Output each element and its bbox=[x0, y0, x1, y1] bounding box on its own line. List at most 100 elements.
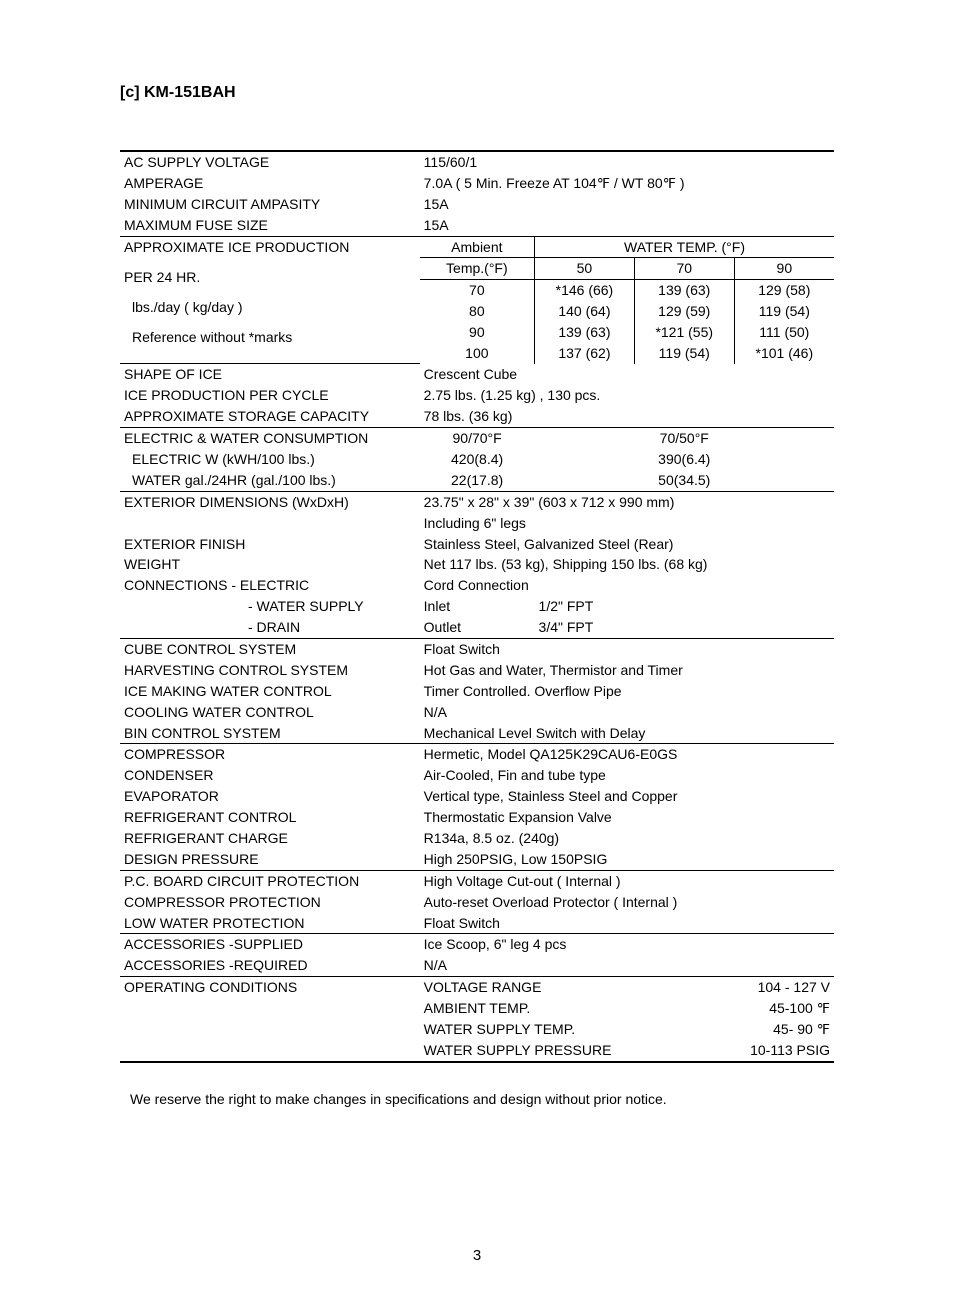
label-dims: EXTERIOR DIMENSIONS (WxDxH) bbox=[120, 491, 420, 512]
ice-at-70: 70 bbox=[420, 280, 535, 301]
ice-col-90: 90 bbox=[734, 258, 834, 280]
label-refmarks: Reference without *marks bbox=[120, 327, 420, 357]
value-bin: Mechanical Level Switch with Delay bbox=[420, 723, 834, 744]
opcond-l2: WATER SUPPLY TEMP. bbox=[420, 1019, 635, 1040]
value-acc-req: N/A bbox=[420, 955, 834, 976]
ice-at-80: 80 bbox=[420, 301, 535, 322]
label-ac-supply: AC SUPPLY VOLTAGE bbox=[120, 151, 420, 173]
label-imwc: ICE MAKING WATER CONTROL bbox=[120, 681, 420, 702]
label-lbsday: lbs./day ( kg/day ) bbox=[120, 297, 420, 327]
ewc-water-b: 50(34.5) bbox=[634, 470, 734, 491]
label-ewc: ELECTRIC & WATER CONSUMPTION bbox=[120, 428, 420, 449]
opcond-l0: VOLTAGE RANGE bbox=[420, 977, 635, 998]
label-electric: ELECTRIC W (kWH/100 lbs.) bbox=[120, 449, 420, 470]
opcond-l1: AMBIENT TEMP. bbox=[420, 998, 635, 1019]
label-pcb: P.C. BOARD CIRCUIT PROTECTION bbox=[120, 870, 420, 891]
page-title: [c] KM-151BAH bbox=[120, 84, 834, 102]
label-cube-ctrl: CUBE CONTROL SYSTEM bbox=[120, 638, 420, 659]
value-cube-ctrl: Float Switch bbox=[420, 638, 834, 659]
ice-ambient-hdr1: Ambient bbox=[420, 237, 535, 258]
value-condenser: Air-Cooled, Fin and tube type bbox=[420, 765, 834, 786]
value-imwc: Timer Controlled. Overflow Pipe bbox=[420, 681, 834, 702]
label-min-circuit: MINIMUM CIRCUIT AMPASITY bbox=[120, 194, 420, 215]
ewc-water-a: 22(17.8) bbox=[420, 470, 535, 491]
label-max-fuse: MAXIMUM FUSE SIZE bbox=[120, 215, 420, 236]
label-design-p: DESIGN PRESSURE bbox=[120, 849, 420, 870]
value-dims2: Including 6" legs bbox=[420, 513, 834, 534]
value-ref-charge: R134a, 8.5 oz. (240g) bbox=[420, 828, 834, 849]
label-conn-elec: CONNECTIONS - ELECTRIC bbox=[120, 575, 420, 596]
ice-100-90: *101 (46) bbox=[734, 343, 834, 364]
page-number: 3 bbox=[120, 1247, 834, 1264]
value-conn-ws-l: Inlet bbox=[420, 596, 535, 617]
label-conn-drain: - DRAIN bbox=[120, 617, 420, 638]
ice-70-50: *146 (66) bbox=[535, 280, 635, 301]
label-condenser: CONDENSER bbox=[120, 765, 420, 786]
label-low-water: LOW WATER PROTECTION bbox=[120, 913, 420, 934]
value-design-p: High 250PSIG, Low 150PSIG bbox=[420, 849, 834, 870]
label-amperage: AMPERAGE bbox=[120, 173, 420, 194]
label-op-cond: OPERATING CONDITIONS bbox=[120, 977, 420, 998]
ice-col-50: 50 bbox=[535, 258, 635, 280]
ewc-elec-a: 420(8.4) bbox=[420, 449, 535, 470]
ice-production-table: Ambient WATER TEMP. (°F) Temp.(°F) 50 70… bbox=[420, 237, 834, 364]
label-ref-ctrl: REFRIGERANT CONTROL bbox=[120, 807, 420, 828]
value-min-circuit: 15A bbox=[420, 194, 834, 215]
label-weight: WEIGHT bbox=[120, 554, 420, 575]
opcond-r0: 104 - 127 V bbox=[634, 977, 834, 998]
ice-col-70: 70 bbox=[634, 258, 734, 280]
ice-70-70: 139 (63) bbox=[634, 280, 734, 301]
value-weight: Net 117 lbs. (53 kg), Shipping 150 lbs. … bbox=[420, 554, 834, 575]
value-storage: 78 lbs. (36 kg) bbox=[420, 406, 834, 427]
value-harvest: Hot Gas and Water, Thermistor and Timer bbox=[420, 660, 834, 681]
label-acc-sup: ACCESSORIES -SUPPLIED bbox=[120, 934, 420, 955]
value-conn-drain-l: Outlet bbox=[420, 617, 535, 638]
value-conn-ws-r: 1/2" FPT bbox=[535, 596, 834, 617]
value-finish: Stainless Steel, Galvanized Steel (Rear) bbox=[420, 534, 834, 555]
value-low-water: Float Switch bbox=[420, 913, 834, 934]
value-comp-prot: Auto-reset Overload Protector ( Internal… bbox=[420, 892, 834, 913]
label-per24: PER 24 HR. bbox=[120, 267, 420, 297]
ice-90-70: *121 (55) bbox=[634, 322, 734, 343]
label-bin: BIN CONTROL SYSTEM bbox=[120, 723, 420, 744]
label-harvest: HARVESTING CONTROL SYSTEM bbox=[120, 660, 420, 681]
ice-100-70: 119 (54) bbox=[634, 343, 734, 364]
label-conn-ws: - WATER SUPPLY bbox=[120, 596, 420, 617]
value-cwc: N/A bbox=[420, 702, 834, 723]
label-compressor: COMPRESSOR bbox=[120, 744, 420, 765]
value-ice-cycle: 2.75 lbs. (1.25 kg) , 130 pcs. bbox=[420, 385, 834, 406]
value-max-fuse: 15A bbox=[420, 215, 834, 236]
opcond-r2: 45- 90 ℉ bbox=[634, 1019, 834, 1040]
value-compressor: Hermetic, Model QA125K29CAU6-E0GS bbox=[420, 744, 834, 765]
value-dims1: 23.75" x 28" x 39" (603 x 712 x 990 mm) bbox=[420, 491, 834, 512]
label-ref-charge: REFRIGERANT CHARGE bbox=[120, 828, 420, 849]
value-conn-elec: Cord Connection bbox=[420, 575, 834, 596]
spec-page: [c] KM-151BAH AC SUPPLY VOLTAGE 115/60/1… bbox=[0, 0, 954, 1304]
value-conn-drain-r: 3/4" FPT bbox=[535, 617, 834, 638]
value-ref-ctrl: Thermostatic Expansion Valve bbox=[420, 807, 834, 828]
spec-table: AC SUPPLY VOLTAGE 115/60/1 AMPERAGE 7.0A… bbox=[120, 150, 834, 1063]
value-amperage: 7.0A ( 5 Min. Freeze AT 104℉ / WT 80℉ ) bbox=[420, 173, 834, 194]
ice-80-90: 119 (54) bbox=[734, 301, 834, 322]
ice-at-100: 100 bbox=[420, 343, 535, 364]
label-shape: SHAPE OF ICE bbox=[120, 364, 420, 385]
ewc-hdr-a: 90/70°F bbox=[420, 428, 535, 449]
ice-100-50: 137 (62) bbox=[535, 343, 635, 364]
label-comp-prot: COMPRESSOR PROTECTION bbox=[120, 892, 420, 913]
label-cwc: COOLING WATER CONTROL bbox=[120, 702, 420, 723]
opcond-l3: WATER SUPPLY PRESSURE bbox=[420, 1040, 635, 1062]
ice-80-70: 129 (59) bbox=[634, 301, 734, 322]
ice-ambient-hdr2: Temp.(°F) bbox=[420, 258, 535, 280]
label-acc-req: ACCESSORIES -REQUIRED bbox=[120, 955, 420, 976]
label-storage: APPROXIMATE STORAGE CAPACITY bbox=[120, 406, 420, 427]
ice-70-90: 129 (58) bbox=[734, 280, 834, 301]
value-evaporator: Vertical type, Stainless Steel and Coppe… bbox=[420, 786, 834, 807]
ice-90-50: 139 (63) bbox=[535, 322, 635, 343]
value-acc-sup: Ice Scoop, 6" leg 4 pcs bbox=[420, 934, 834, 955]
opcond-r3: 10-113 PSIG bbox=[634, 1040, 834, 1062]
value-shape: Crescent Cube bbox=[420, 364, 834, 385]
label-evaporator: EVAPORATOR bbox=[120, 786, 420, 807]
value-pcb: High Voltage Cut-out ( Internal ) bbox=[420, 870, 834, 891]
footnote: We reserve the right to make changes in … bbox=[130, 1091, 834, 1107]
label-ice-cycle: ICE PRODUCTION PER CYCLE bbox=[120, 385, 420, 406]
